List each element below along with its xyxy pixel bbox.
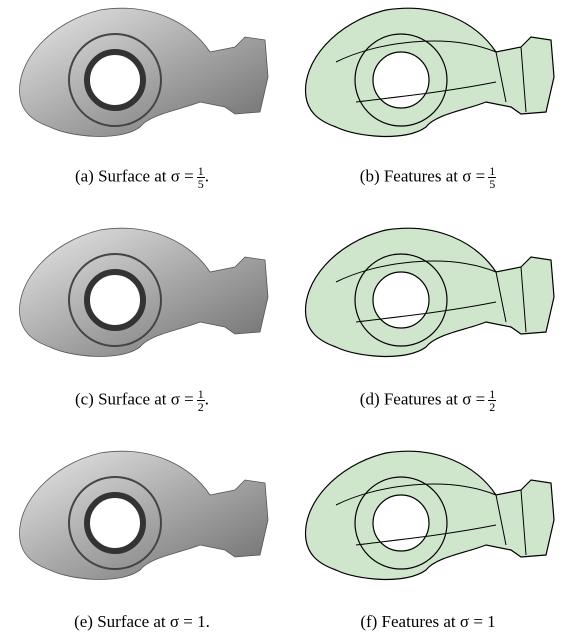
hole-shadow <box>87 272 143 328</box>
caption-text: (e) Surface at σ = 1. <box>74 612 210 631</box>
caption-suffix: . <box>205 166 209 185</box>
feature-image <box>296 2 560 142</box>
figure: (a) Surface at σ =15.(b) Features at σ =… <box>0 0 568 642</box>
denominator: 5 <box>488 178 496 190</box>
surface-image <box>10 445 274 585</box>
caption-suffix: . <box>205 389 209 408</box>
caption: (e) Surface at σ = 1. <box>0 612 284 632</box>
denominator: 2 <box>197 401 205 413</box>
feature-image <box>296 222 560 362</box>
feature-image <box>296 445 560 585</box>
mesh <box>306 451 554 579</box>
surface-image <box>10 222 274 362</box>
caption: (f) Features at σ = 1 <box>286 612 568 632</box>
hole-shadow <box>87 52 143 108</box>
caption-text: (f) Features at σ = 1 <box>360 612 495 631</box>
denominator: 5 <box>197 178 205 190</box>
surface-image <box>10 2 274 142</box>
caption-text: (a) Surface at σ = <box>75 166 194 185</box>
hole-shadow <box>87 495 143 551</box>
mesh <box>306 228 554 356</box>
caption-text: (b) Features at σ = <box>360 166 485 185</box>
caption-text: (d) Features at σ = <box>360 389 485 408</box>
caption-text: (c) Surface at σ = <box>75 389 194 408</box>
mesh <box>306 8 554 136</box>
denominator: 2 <box>488 401 496 413</box>
